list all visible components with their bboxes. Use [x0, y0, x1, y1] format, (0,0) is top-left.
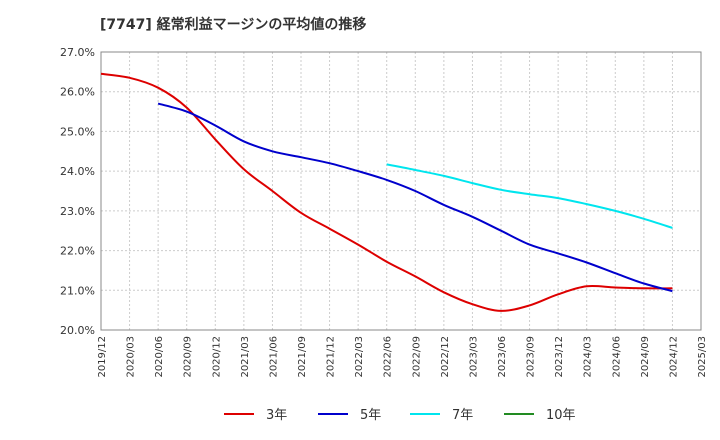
chart-title: [7747] 経常利益マージンの平均値の推移	[100, 17, 367, 33]
x-tick-label: 2019/12	[97, 336, 108, 378]
series-line-2	[386, 163, 673, 229]
y-tick-label: 21.0%	[60, 284, 95, 297]
x-tick-label: 2021/12	[326, 336, 337, 378]
y-tick-label: 26.0%	[60, 86, 95, 99]
x-tick-label: 2022/06	[383, 336, 394, 378]
x-axis: 2019/12 2020/03 2020/06 2020/09 2020/12 2021/…	[97, 336, 708, 378]
x-tick-label: 2021/09	[297, 336, 308, 378]
y-axis: 27.0% 26.0% 25.0% 24.0% 23.0% 22.0% 21.0% 20.0%	[60, 46, 95, 337]
x-tick-label: 2023/06	[497, 336, 508, 378]
legend: 3年 5年 7年 10年	[224, 408, 576, 423]
x-tick-label: 2021/06	[268, 336, 279, 378]
legend-label-0: 3年	[266, 408, 287, 423]
x-tick-label: 2022/09	[411, 336, 422, 378]
x-tick-label: 2024/03	[583, 336, 594, 378]
legend-label-2: 7年	[452, 408, 473, 423]
x-tick-label: 2024/09	[640, 336, 651, 378]
x-tick-label: 2020/03	[126, 336, 137, 378]
legend-label-1: 5年	[360, 408, 381, 423]
grid-lines	[100, 51, 702, 331]
x-tick-label: 2022/03	[354, 336, 365, 378]
x-tick-label: 2024/06	[611, 336, 622, 378]
y-tick-label: 22.0%	[60, 245, 95, 258]
y-tick-label: 25.0%	[60, 125, 95, 138]
series-line-1	[157, 102, 673, 293]
y-tick-label: 27.0%	[60, 46, 95, 59]
series-lines	[100, 72, 673, 312]
x-tick-label: 2020/09	[183, 336, 194, 378]
x-tick-label: 2020/06	[154, 336, 165, 378]
x-tick-label: 2023/09	[526, 336, 537, 378]
x-tick-label: 2025/03	[697, 336, 708, 378]
x-tick-label: 2023/12	[554, 336, 565, 378]
x-tick-label: 2022/12	[440, 336, 451, 378]
plot-frame	[100, 51, 702, 331]
x-tick-label: 2023/03	[468, 336, 479, 378]
x-tick-label: 2024/12	[668, 336, 679, 378]
y-tick-label: 20.0%	[60, 324, 95, 337]
legend-label-3: 10年	[546, 408, 576, 423]
y-tick-label: 23.0%	[60, 205, 95, 218]
x-tick-label: 2020/12	[211, 336, 222, 378]
y-tick-label: 24.0%	[60, 165, 95, 178]
x-tick-label: 2021/03	[240, 336, 251, 378]
